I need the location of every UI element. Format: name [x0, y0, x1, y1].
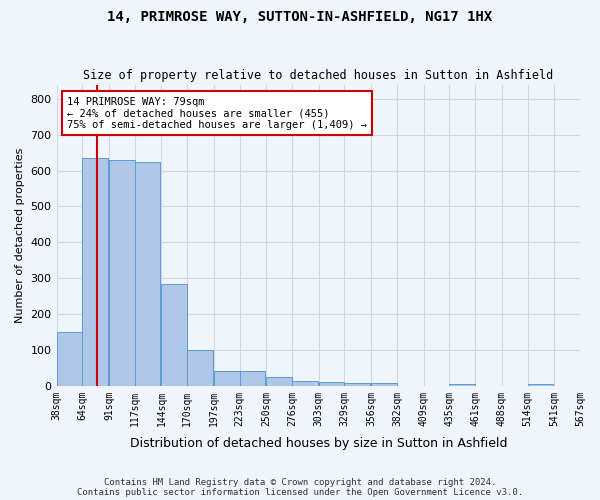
- Bar: [344, 384, 370, 386]
- Bar: [187, 350, 213, 386]
- Bar: [109, 160, 135, 386]
- Bar: [527, 384, 553, 386]
- Bar: [292, 382, 318, 386]
- Bar: [239, 370, 265, 386]
- Bar: [266, 377, 292, 386]
- Bar: [214, 370, 239, 386]
- Bar: [371, 384, 397, 386]
- Y-axis label: Number of detached properties: Number of detached properties: [15, 148, 25, 323]
- Bar: [161, 284, 187, 386]
- Title: Size of property relative to detached houses in Sutton in Ashfield: Size of property relative to detached ho…: [83, 69, 553, 82]
- Bar: [82, 158, 108, 386]
- Text: 14 PRIMROSE WAY: 79sqm
← 24% of detached houses are smaller (455)
75% of semi-de: 14 PRIMROSE WAY: 79sqm ← 24% of detached…: [67, 96, 367, 130]
- Text: 14, PRIMROSE WAY, SUTTON-IN-ASHFIELD, NG17 1HX: 14, PRIMROSE WAY, SUTTON-IN-ASHFIELD, NG…: [107, 10, 493, 24]
- Bar: [319, 382, 344, 386]
- Bar: [135, 162, 160, 386]
- Text: Contains HM Land Registry data © Crown copyright and database right 2024.
Contai: Contains HM Land Registry data © Crown c…: [77, 478, 523, 497]
- X-axis label: Distribution of detached houses by size in Sutton in Ashfield: Distribution of detached houses by size …: [130, 437, 507, 450]
- Bar: [56, 332, 82, 386]
- Bar: [449, 384, 475, 386]
